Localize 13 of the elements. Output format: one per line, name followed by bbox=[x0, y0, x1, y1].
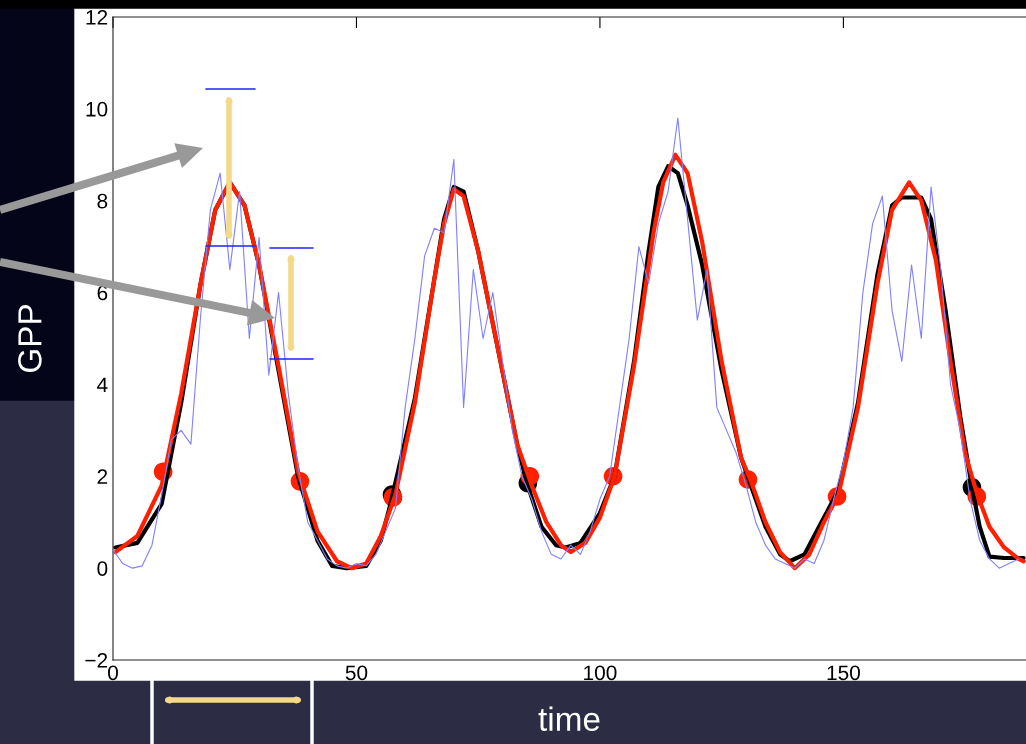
y-tick-label: 4 bbox=[97, 377, 108, 392]
y-axis-title: GPP bbox=[18, 305, 42, 373]
x-tick-label: 0 bbox=[108, 665, 118, 681]
y-tick-label: 2 bbox=[97, 469, 108, 484]
x-tick-label: 100 bbox=[584, 665, 617, 681]
y-tick-label: −2 bbox=[85, 653, 108, 668]
y-tick-label: 8 bbox=[97, 193, 108, 209]
y-tick-label: 12 bbox=[86, 10, 108, 25]
y-tick-label: 0 bbox=[97, 561, 108, 576]
x-tick-label: 50 bbox=[345, 665, 368, 681]
y-tick-label: 10 bbox=[86, 101, 108, 117]
x-axis-title: time bbox=[538, 706, 600, 731]
x-tick-label: 150 bbox=[827, 665, 860, 681]
